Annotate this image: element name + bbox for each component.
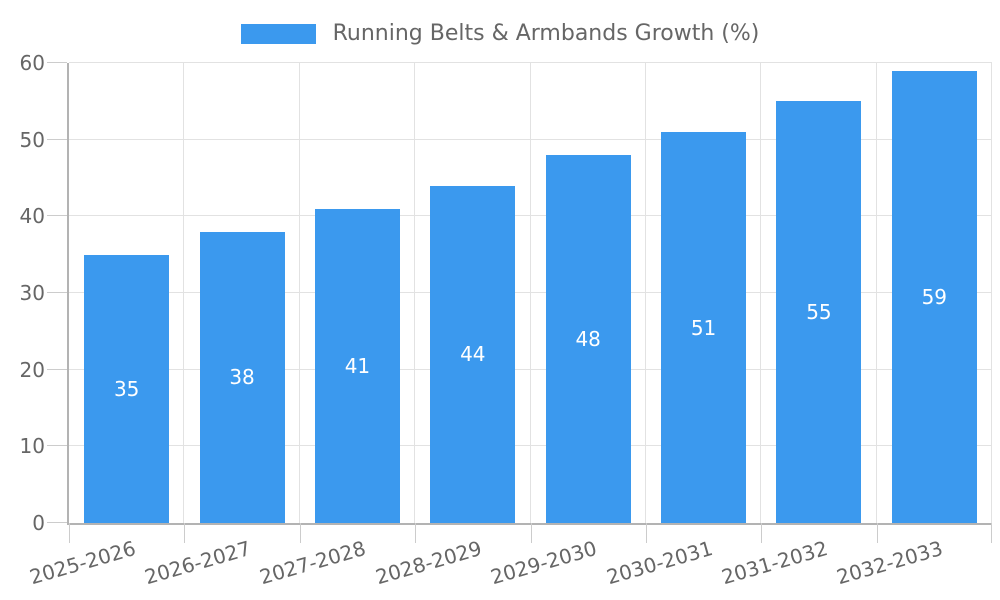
vertical-gridline bbox=[529, 63, 531, 523]
x-axis-tick bbox=[184, 523, 186, 543]
y-axis-tick-label: 50 bbox=[19, 127, 45, 152]
bar: 55 bbox=[776, 101, 862, 523]
legend-swatch bbox=[240, 24, 316, 44]
x-axis-tick bbox=[299, 523, 301, 543]
y-axis-tick-label: 30 bbox=[19, 281, 45, 305]
vertical-gridline bbox=[298, 63, 300, 523]
y-axis-tick bbox=[47, 62, 67, 63]
vertical-gridline bbox=[644, 63, 646, 523]
x-axis-tick bbox=[415, 523, 417, 543]
y-axis-tick bbox=[47, 215, 67, 217]
x-axis-tick-label: 2025-2026 bbox=[26, 536, 139, 590]
x-axis-tick bbox=[991, 523, 992, 543]
horizontal-gridline bbox=[69, 138, 992, 140]
bar-value-label: 55 bbox=[806, 300, 832, 325]
bar-value-label: 59 bbox=[921, 284, 948, 309]
horizontal-gridline bbox=[69, 292, 992, 293]
y-axis-tick-label: 10 bbox=[19, 434, 45, 459]
y-axis-tick-label: 20 bbox=[19, 357, 45, 382]
y-axis-tick bbox=[47, 292, 67, 293]
horizontal-gridline bbox=[69, 215, 992, 217]
x-axis-tick-label: 2027-2028 bbox=[257, 536, 369, 590]
vertical-gridline bbox=[991, 63, 992, 523]
bar-value-label: 44 bbox=[460, 342, 486, 367]
y-axis-tick-label: 40 bbox=[19, 204, 45, 229]
y-axis-tick bbox=[47, 368, 67, 370]
chart-legend[interactable]: Running Belts & Armbands Growth (%) bbox=[0, 22, 1000, 46]
y-axis-line bbox=[67, 63, 69, 525]
x-axis-tick-label: 2029-2030 bbox=[488, 536, 600, 590]
bar-value-label: 51 bbox=[690, 315, 717, 340]
x-axis-line bbox=[67, 523, 992, 525]
y-axis-tick bbox=[47, 138, 67, 140]
x-axis-tick bbox=[876, 523, 878, 543]
bar: 51 bbox=[661, 132, 747, 523]
bar-value-label: 35 bbox=[113, 376, 140, 401]
horizontal-gridline bbox=[69, 368, 992, 370]
x-axis-tick-label: 2032-2033 bbox=[834, 536, 946, 590]
y-axis-tick-label: 0 bbox=[32, 511, 45, 535]
bar-value-label: 48 bbox=[575, 327, 601, 351]
bar: 38 bbox=[199, 231, 285, 523]
bar: 48 bbox=[545, 155, 631, 523]
vertical-gridline bbox=[760, 63, 762, 523]
x-axis-tick bbox=[761, 523, 763, 543]
x-axis-tick-label: 2031-2032 bbox=[718, 536, 831, 590]
bar-value-label: 41 bbox=[344, 353, 371, 378]
plot-area: 35 38 41 44 48 51 55 59 0 10 20 30 40 50 60 2025-2026 20… bbox=[20, 51, 992, 589]
x-axis-tick bbox=[69, 523, 70, 543]
y-axis-tick bbox=[47, 445, 67, 447]
bar-value-label: 38 bbox=[229, 365, 255, 390]
horizontal-gridline bbox=[69, 445, 992, 447]
x-axis-tick bbox=[530, 523, 532, 543]
bar: 44 bbox=[430, 185, 516, 523]
bar: 59 bbox=[891, 70, 977, 523]
horizontal-gridline bbox=[69, 62, 992, 63]
x-axis-tick-label: 2026-2027 bbox=[141, 536, 254, 590]
x-axis-tick-label: 2028-2029 bbox=[372, 536, 485, 590]
vertical-gridline bbox=[183, 63, 185, 523]
vertical-gridline bbox=[875, 63, 877, 523]
x-axis-tick-label: 2030-2031 bbox=[603, 536, 715, 590]
x-axis-tick bbox=[645, 523, 647, 543]
legend-label: Running Belts & Armbands Growth (%) bbox=[332, 21, 760, 46]
bar: 35 bbox=[84, 254, 170, 523]
vertical-gridline bbox=[414, 63, 416, 523]
y-axis-tick bbox=[47, 522, 67, 523]
bar: 41 bbox=[314, 208, 400, 523]
y-axis-tick-label: 60 bbox=[19, 51, 45, 75]
